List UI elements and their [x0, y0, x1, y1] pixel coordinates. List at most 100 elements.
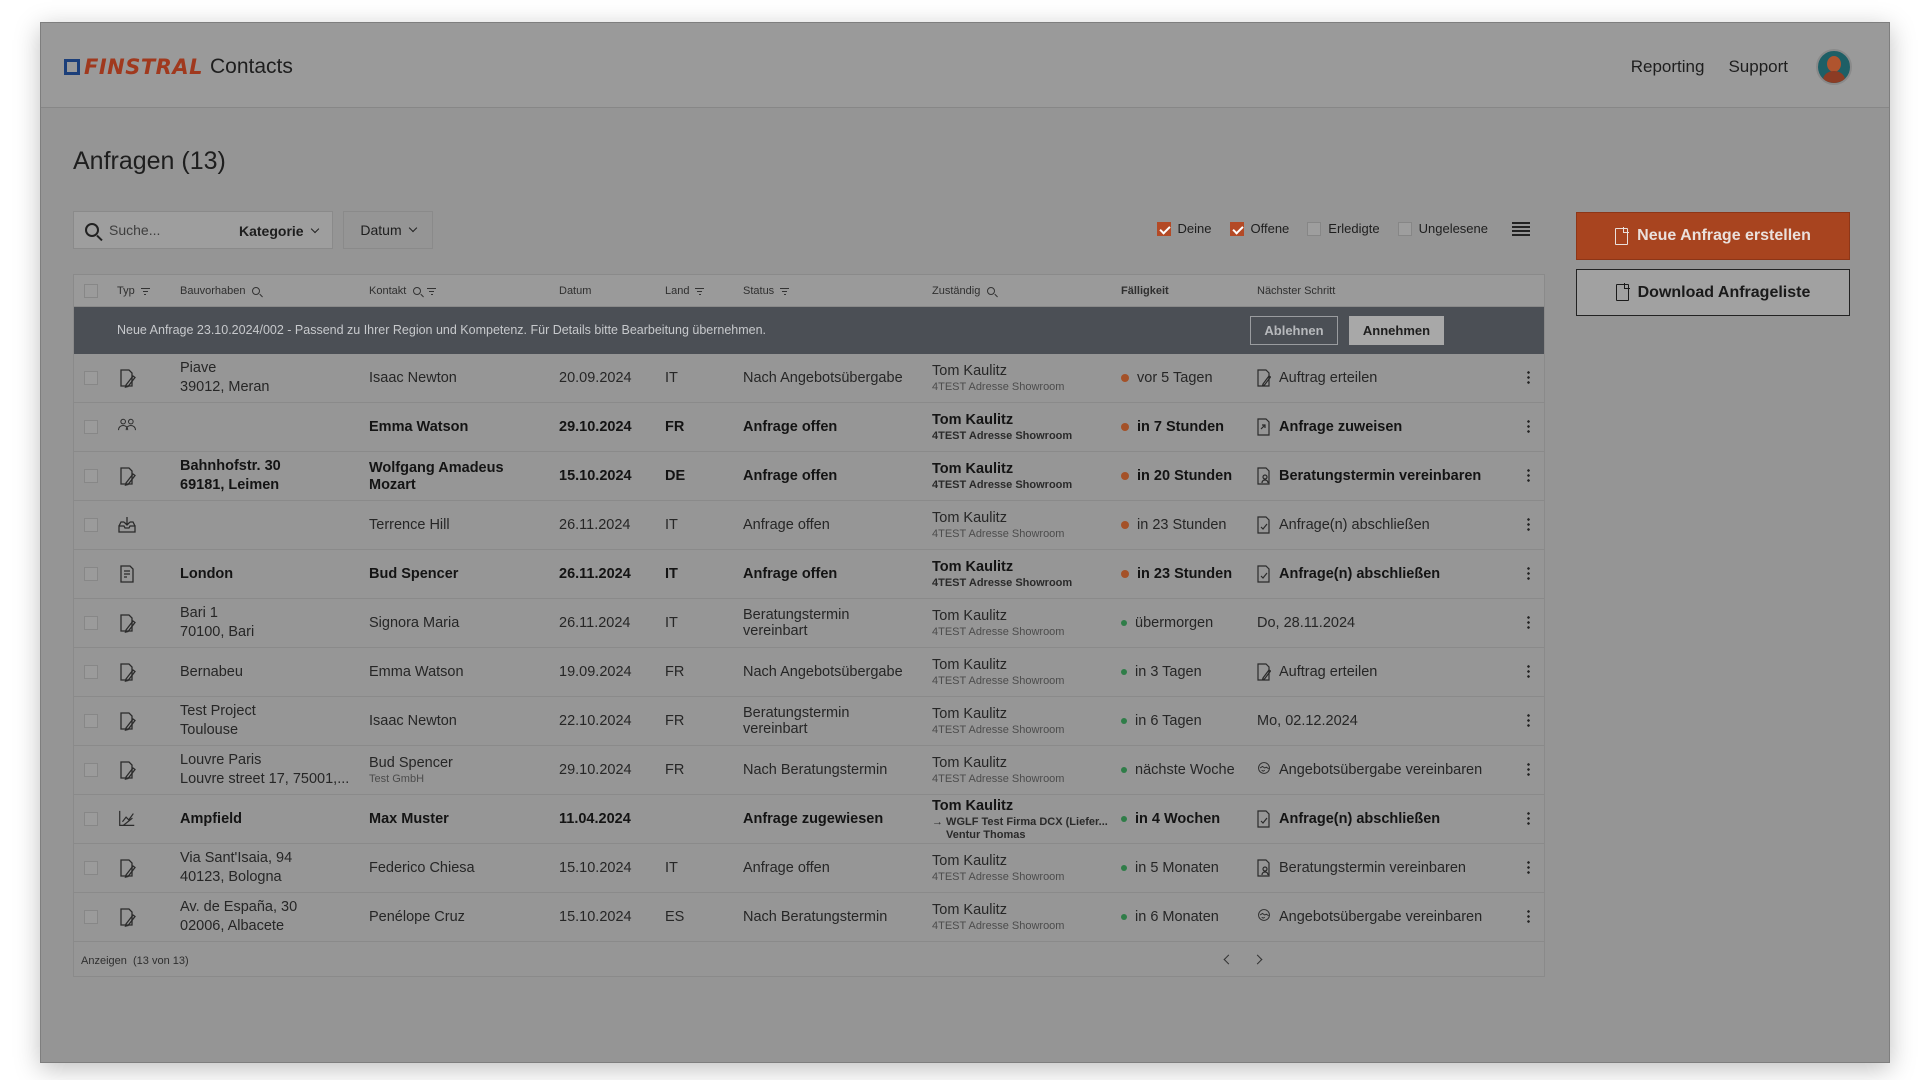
logo[interactable]: FINSTRAL Contacts — [64, 55, 293, 79]
table-row[interactable]: London Bud Spencer 26.11.2024 IT Anfrage off… — [74, 550, 1544, 599]
col-due[interactable]: Fälligkeit — [1121, 285, 1169, 297]
row-checkbox[interactable] — [84, 567, 98, 581]
table-row[interactable]: Test Project Toulouse Isaac Newton 22.10.20… — [74, 697, 1544, 746]
table-row[interactable]: Louvre Paris Louvre street 17, 75001,... B… — [74, 746, 1544, 795]
accept-button[interactable]: Annehmen — [1349, 316, 1444, 345]
nav-reporting[interactable]: Reporting — [1630, 57, 1705, 76]
due-status-dot — [1121, 620, 1127, 626]
row-checkbox[interactable] — [84, 518, 98, 532]
assignee-sub: 4TEST Adresse Showroom — [932, 724, 1065, 736]
contact-name: Emma Watson — [369, 418, 469, 435]
country-value: IT — [665, 565, 678, 582]
search-input[interactable] — [109, 222, 229, 238]
check-deine[interactable]: Deine — [1156, 221, 1212, 236]
table-row[interactable]: Via Sant'Isaia, 94 40123, Bologna Federico… — [74, 844, 1544, 893]
next-step-cell[interactable]: Angebotsübergabe vereinbaren — [1257, 746, 1482, 794]
project-cell: Louvre Paris Louvre street 17, 75001,... — [180, 746, 349, 794]
more-options-icon[interactable] — [1527, 664, 1530, 678]
due-cell: in 6 Tagen — [1121, 697, 1202, 745]
col-date[interactable]: Datum — [559, 285, 592, 297]
more-options-icon[interactable] — [1527, 615, 1530, 629]
col-assignee[interactable]: Zuständig — [932, 285, 996, 297]
country-cell: FR — [665, 648, 684, 696]
next-step-cell[interactable]: Beratungstermin vereinbaren — [1257, 452, 1481, 500]
check-ungelesene[interactable]: Ungelesene — [1397, 221, 1488, 236]
reject-button[interactable]: Ablehnen — [1250, 316, 1338, 345]
new-request-banner: Neue Anfrage 23.10.2024/002 - Passend zu… — [74, 307, 1544, 354]
table-row[interactable]: Ampfield Max Muster 11.04.2024 Anfrage zuge… — [74, 795, 1544, 844]
next-step-cell[interactable]: Anfrage(n) abschließen — [1257, 501, 1430, 549]
col-type[interactable]: Typ — [117, 285, 150, 297]
nav-support[interactable]: Support — [1728, 57, 1788, 76]
check-label: Offene — [1250, 221, 1290, 236]
table-row[interactable]: Bahnhofstr. 30 69181, Leimen Wolfgang Amad… — [74, 452, 1544, 501]
date-cell: 15.10.2024 — [559, 893, 632, 941]
table-row[interactable]: Bernabeu Emma Watson 19.09.2024 FR Nach Ange… — [74, 648, 1544, 697]
date-value: 15.10.2024 — [559, 859, 632, 876]
next-step-cell[interactable]: Angebotsübergabe vereinbaren — [1257, 893, 1482, 941]
more-options-icon[interactable] — [1527, 517, 1530, 531]
more-options-icon[interactable] — [1527, 566, 1530, 580]
chart-document-icon — [117, 809, 137, 829]
more-options-icon[interactable] — [1527, 762, 1530, 776]
document-list-icon — [117, 564, 137, 584]
select-all-checkbox[interactable] — [84, 284, 98, 298]
row-checkbox[interactable] — [84, 910, 98, 924]
table-row[interactable]: Av. de España, 30 02006, Albacete Penélope… — [74, 893, 1544, 942]
assignee-cell: Tom Kaulitz 4TEST Adresse Showroom — [932, 501, 1064, 549]
due-value: in 4 Wochen — [1135, 810, 1221, 827]
col-project[interactable]: Bauvorhaben — [180, 285, 261, 297]
next-step-cell[interactable]: Auftrag erteilen — [1257, 354, 1377, 402]
row-checkbox[interactable] — [84, 665, 98, 679]
new-request-button[interactable]: Neue Anfrage erstellen — [1576, 212, 1850, 260]
col-contact[interactable]: Kontakt — [369, 285, 437, 297]
row-checkbox[interactable] — [84, 420, 98, 434]
more-options-icon[interactable] — [1527, 370, 1530, 384]
next-step-cell[interactable]: Beratungstermin vereinbaren — [1257, 844, 1466, 892]
more-options-icon[interactable] — [1527, 811, 1530, 825]
check-erledigte[interactable]: Erledigte — [1307, 221, 1380, 236]
checkbox-unchecked[interactable] — [1307, 221, 1322, 236]
more-options-icon[interactable] — [1527, 860, 1530, 874]
checkbox-checked[interactable] — [1229, 221, 1244, 236]
row-checkbox[interactable] — [84, 714, 98, 728]
row-checkbox[interactable] — [84, 763, 98, 777]
more-options-icon[interactable] — [1527, 419, 1530, 433]
assignee-cell: Tom Kaulitz 4TEST Adresse Showroom — [932, 697, 1064, 745]
download-list-button[interactable]: Download Anfrageliste — [1576, 269, 1850, 316]
country-value: IT — [665, 859, 678, 876]
row-checkbox[interactable] — [84, 812, 98, 826]
category-dropdown[interactable]: Kategorie — [239, 223, 319, 239]
table-row[interactable]: Bari 1 70100, Bari Signora Maria 26.11.2024… — [74, 599, 1544, 648]
prev-page-icon[interactable] — [1223, 954, 1234, 965]
next-step-cell[interactable]: Anfrage(n) abschließen — [1257, 550, 1440, 598]
table-row[interactable]: Emma Watson 29.10.2024 FR Anfrage offen Tom … — [74, 403, 1544, 452]
row-checkbox[interactable] — [84, 469, 98, 483]
more-options-icon[interactable] — [1527, 909, 1530, 923]
next-step-cell[interactable]: Anfrage(n) abschließen — [1257, 795, 1440, 843]
date-dropdown[interactable]: Datum — [343, 211, 433, 249]
project-line2: 70100, Bari — [180, 624, 255, 640]
more-options-icon[interactable] — [1527, 713, 1530, 727]
next-page-icon[interactable] — [1252, 954, 1263, 965]
next-step-cell[interactable]: Do, 28.11.2024 — [1257, 599, 1355, 647]
row-checkbox[interactable] — [84, 861, 98, 875]
table-row[interactable]: Terrence Hill 26.11.2024 IT Anfrage offen To… — [74, 501, 1544, 550]
next-step-cell[interactable]: Mo, 02.12.2024 — [1257, 697, 1358, 745]
checkbox-checked[interactable] — [1156, 221, 1171, 236]
check-offene[interactable]: Offene — [1229, 221, 1290, 236]
checkbox-unchecked[interactable] — [1397, 221, 1412, 236]
assignee-cell: Tom Kaulitz 4TEST Adresse Showroom — [932, 452, 1072, 500]
row-checkbox[interactable] — [84, 616, 98, 630]
row-checkbox[interactable] — [84, 371, 98, 385]
table-row[interactable]: Piave 39012, Meran Isaac Newton 20.09.2024 I… — [74, 354, 1544, 403]
avatar[interactable] — [1816, 49, 1852, 85]
more-options-icon[interactable] — [1527, 468, 1530, 482]
next-step-cell[interactable]: Anfrage zuweisen — [1257, 403, 1402, 451]
contact-cell: Max Muster — [369, 795, 449, 843]
search-box[interactable]: Kategorie — [73, 211, 333, 249]
col-country[interactable]: Land — [665, 285, 705, 297]
column-menu-icon[interactable] — [1512, 221, 1530, 236]
col-status[interactable]: Status — [743, 285, 790, 297]
next-step-cell[interactable]: Auftrag erteilen — [1257, 648, 1377, 696]
